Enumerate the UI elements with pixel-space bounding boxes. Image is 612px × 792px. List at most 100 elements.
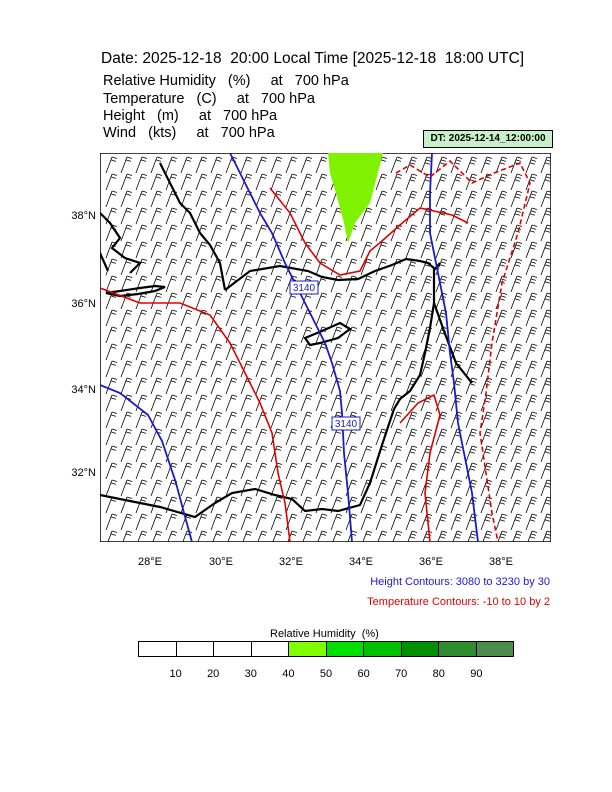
wind-barb — [135, 462, 148, 480]
wind-barb — [255, 190, 268, 208]
wind-barb — [135, 479, 148, 497]
wind-barb — [540, 275, 551, 293]
wind-barb — [525, 479, 538, 497]
wind-barb — [360, 224, 373, 242]
wind-barb — [450, 462, 463, 480]
wind-barb — [390, 377, 403, 395]
wind-barb — [270, 377, 283, 395]
wind-barb — [255, 309, 268, 327]
wind-barb — [165, 445, 178, 463]
colorbar-label: 10 — [169, 668, 182, 680]
wind-barb — [510, 479, 523, 497]
colorbar-label: 60 — [357, 668, 370, 680]
wind-barb — [360, 428, 373, 446]
wind-barb — [540, 241, 551, 259]
wind-barb — [315, 411, 328, 429]
height-contours-note: Height Contours: 3080 to 3230 by 30 — [370, 576, 550, 588]
wind-barb — [525, 411, 538, 429]
wind-barb — [225, 258, 238, 276]
wind-barb — [360, 411, 373, 429]
colorbar-cell — [364, 642, 402, 656]
wind-barb — [255, 326, 268, 344]
wind-barb — [525, 394, 538, 412]
wind-barb — [150, 360, 163, 378]
wind-barb — [195, 190, 208, 208]
wind-barb — [195, 462, 208, 480]
wind-barb — [105, 360, 118, 378]
wind-barb — [375, 394, 388, 412]
wind-barb — [450, 343, 463, 361]
wind-barb — [540, 309, 551, 327]
wind-barb — [525, 513, 538, 531]
wind-barb — [465, 207, 478, 225]
wind-barb — [165, 309, 178, 327]
wind-barb — [210, 292, 223, 310]
wind-barb — [405, 343, 418, 361]
wind-barb — [480, 156, 493, 174]
wind-barb — [225, 394, 238, 412]
wind-barb — [390, 156, 403, 174]
wind-barb — [300, 326, 313, 344]
wind-barb — [405, 275, 418, 293]
wind-barb — [135, 326, 148, 344]
wind-barb — [240, 394, 253, 412]
wind-barb — [375, 292, 388, 310]
wind-barb — [435, 173, 448, 191]
dt-badge: DT: 2025-12-14_12:00:00 — [423, 130, 553, 148]
wind-barb — [435, 224, 448, 242]
wind-barb — [540, 326, 551, 344]
wind-barb — [257, 530, 268, 542]
wind-barb — [360, 360, 373, 378]
wind-barb — [240, 241, 253, 259]
wind-barb — [165, 292, 178, 310]
wind-barb — [285, 377, 298, 395]
wind-barb — [270, 445, 283, 463]
wind-barb — [390, 326, 403, 344]
wind-barb — [285, 428, 298, 446]
wind-barb — [150, 343, 163, 361]
wind-barb — [450, 190, 463, 208]
wind-barb — [377, 530, 388, 542]
wind-barb — [497, 530, 508, 542]
wind-barb — [105, 479, 118, 497]
wind-barb — [390, 496, 403, 514]
wind-barb — [405, 326, 418, 344]
wind-barb — [330, 258, 343, 276]
wind-barb — [120, 479, 133, 497]
wind-barb — [150, 377, 163, 395]
wind-barb — [540, 258, 551, 276]
wind-barb — [465, 394, 478, 412]
wind-barb — [450, 496, 463, 514]
wind-barb — [285, 411, 298, 429]
wind-barb — [375, 513, 388, 531]
wind-barb — [450, 173, 463, 191]
wind-barb — [225, 173, 238, 191]
wind-barb — [105, 156, 118, 174]
wind-barb — [390, 190, 403, 208]
wind-barb — [540, 343, 551, 361]
wind-barb — [450, 479, 463, 497]
wind-barb — [465, 224, 478, 242]
wind-barb — [107, 530, 118, 542]
wind-barb — [195, 343, 208, 361]
wind-barb — [525, 343, 538, 361]
wind-barb — [360, 496, 373, 514]
wind-barb — [135, 224, 148, 242]
wind-barb — [135, 241, 148, 259]
wind-barb — [195, 445, 208, 463]
wind-barb — [495, 445, 508, 463]
wind-barb — [105, 428, 118, 446]
wind-barb — [105, 190, 118, 208]
wind-barb — [480, 241, 493, 259]
wind-barb — [240, 309, 253, 327]
colorbar-label: 30 — [244, 668, 257, 680]
wind-barb — [165, 207, 178, 225]
wind-barb — [375, 224, 388, 242]
wind-barb — [495, 241, 508, 259]
wind-barb — [300, 377, 313, 395]
wind-barb — [345, 309, 358, 327]
wind-barb — [525, 326, 538, 344]
wind-barb — [435, 428, 448, 446]
wind-barb — [270, 173, 283, 191]
wind-barb — [540, 394, 551, 412]
